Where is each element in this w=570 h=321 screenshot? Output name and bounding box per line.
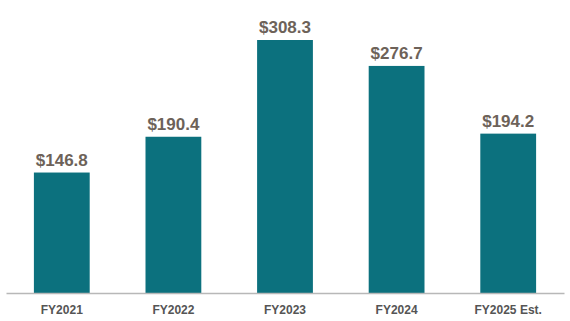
data-labels: $146.8 $190.4 $308.3 $276.7 $194.2 — [36, 18, 534, 170]
data-label: $190.4 — [147, 115, 200, 134]
data-label: $276.7 — [371, 44, 423, 63]
bars — [34, 40, 536, 293]
tick-label: FY2025 Est. — [475, 303, 542, 317]
bar — [369, 66, 425, 293]
tick: FY2023 — [264, 303, 306, 317]
data-label: $308.3 — [259, 18, 311, 37]
bar — [480, 134, 536, 293]
chart-container: $146.8$190.4$308.3$276.7$194.2FY2021FY20… — [0, 0, 570, 321]
tick-label: FY2021 — [41, 303, 83, 317]
bar — [34, 173, 90, 293]
tick: FY2025 Est. — [475, 303, 542, 317]
x-axis-line — [7, 293, 565, 295]
tick-label: FY2024 — [376, 303, 418, 317]
chart: $146.8$190.4$308.3$276.7$194.2FY2021FY20… — [0, 0, 570, 321]
tick-label: FY2023 — [264, 303, 306, 317]
x-axis: FY2021 FY2022 FY2023 FY2024 FY2025 Est. — [7, 294, 565, 317]
data-label: $146.8 — [36, 151, 88, 170]
data-label: $194.2 — [482, 112, 534, 131]
tick-label: FY2022 — [152, 303, 194, 317]
bar — [146, 137, 202, 293]
tick: FY2021 — [41, 303, 83, 317]
tick: FY2022 — [152, 303, 194, 317]
bar — [257, 40, 313, 293]
tick: FY2024 — [376, 303, 418, 317]
